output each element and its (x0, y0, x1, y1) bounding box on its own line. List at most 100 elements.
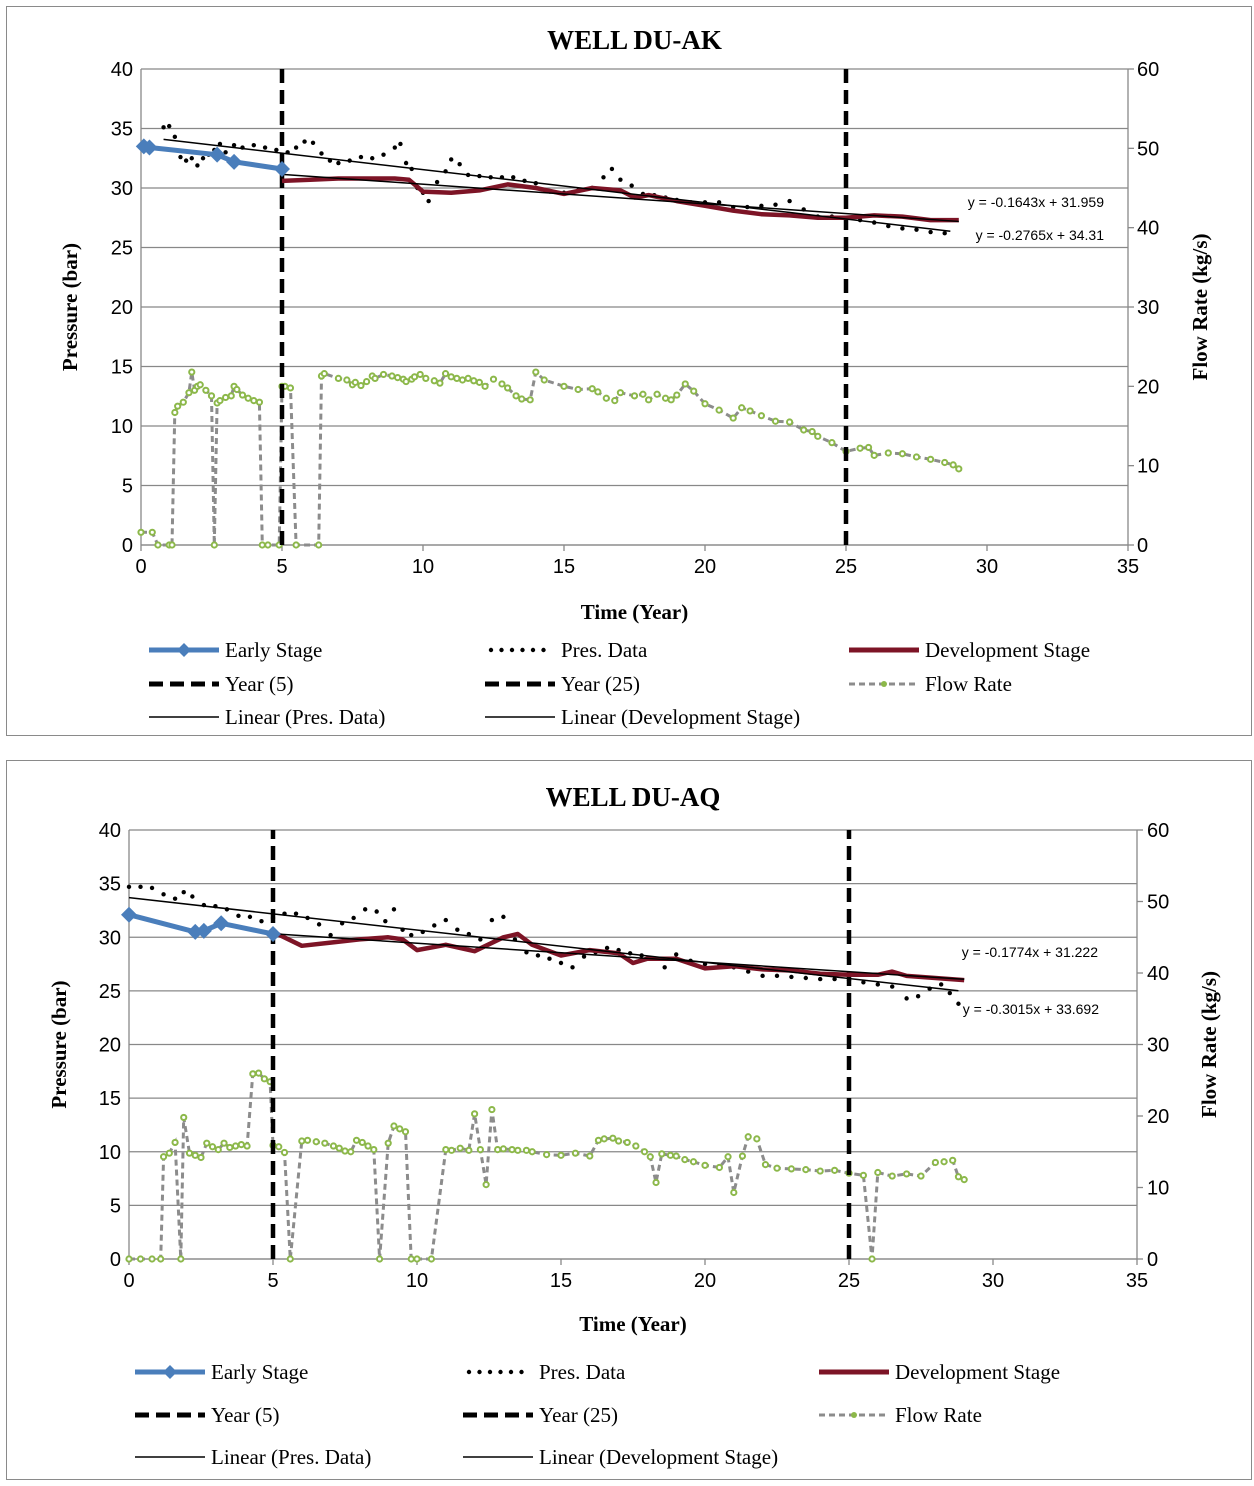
flow-rate-point (724, 1153, 732, 1161)
y-tick-label: 0 (122, 535, 133, 557)
pres-data-point (928, 229, 933, 235)
pres-data-point (818, 976, 823, 982)
flow-rate-point (447, 373, 455, 381)
y-tick-label: 20 (99, 1035, 121, 1057)
legend-key-early-stage (135, 1365, 205, 1379)
flow-rate-point (522, 1146, 531, 1154)
flow-rate-point (171, 1138, 179, 1147)
legend-label: Development Stage (925, 638, 1090, 662)
pres-data-point (449, 157, 454, 162)
flow-rate-point (499, 1145, 507, 1153)
flow-rate-point (949, 1156, 957, 1164)
chart-panel-du-aq: WELL DU-AQ 0 5 10 15 20 25 30 35 40 0 10 20 30 40 50 60 0… (6, 760, 1252, 1480)
legend-marker (881, 681, 887, 687)
pres-data-point (662, 965, 667, 970)
trendline-development-stage (272, 932, 965, 981)
y-tick-label: 10 (111, 416, 133, 438)
y2-axis-label: Flow Rate (kg/s) (1197, 971, 1221, 1118)
pres-data-point (236, 913, 241, 918)
legend-label: Year (5) (225, 672, 293, 696)
pres-data-point (803, 975, 808, 981)
y2-tick-label: 50 (1137, 138, 1159, 160)
flow-rate-point (384, 1139, 392, 1147)
pres-data-point (581, 954, 587, 959)
flow-rate-point (436, 379, 444, 387)
flow-rate-point (370, 1146, 378, 1154)
pres-data-point (426, 198, 431, 204)
pres-data-point (391, 907, 397, 912)
flow-rate-point (227, 392, 235, 400)
pres-data-point (262, 145, 268, 150)
pres-data-point (270, 915, 276, 921)
early-stage-point (213, 915, 230, 932)
flow-rate-point (208, 1143, 217, 1151)
flow-rate-point (681, 380, 689, 388)
flow-rate-point (351, 378, 359, 386)
legend-label: Early Stage (225, 638, 322, 662)
y-tick-label: 35 (99, 874, 121, 896)
pres-data-point (409, 932, 414, 938)
series-pres-data (126, 884, 961, 1006)
y-tick-label: 40 (99, 820, 121, 842)
flow-rate-point (508, 1146, 516, 1154)
pres-data-point (161, 892, 166, 897)
flow-rate-point (343, 376, 351, 384)
flow-rate-point (744, 1133, 752, 1141)
legend-label: Development Stage (895, 1360, 1060, 1384)
trendline-equation: y = -0.3015x + 33.692 (963, 1001, 1099, 1017)
flow-rate-point (243, 1142, 251, 1150)
flow-rate-point (165, 1149, 173, 1157)
pres-data-point (604, 945, 610, 951)
flow-rate-point (526, 396, 534, 404)
pres-data-point (478, 937, 483, 942)
flow-rate-point (661, 394, 670, 402)
flow-rate-point (954, 1173, 963, 1181)
flow-rate-point (407, 1255, 415, 1263)
flow-rate-point (868, 1255, 876, 1263)
flow-rate-point (949, 461, 957, 469)
x-tick-label: 10 (412, 556, 434, 578)
gridlines (141, 68, 1128, 546)
flow-rate-point (814, 432, 822, 440)
x-tick-label: 5 (267, 1270, 278, 1292)
flow-rate-point (673, 391, 681, 399)
x-tick-label: 25 (838, 1270, 860, 1292)
flow-rate-point (738, 404, 746, 412)
flow-rate-point (321, 1139, 329, 1147)
legend-key-pres-data (466, 1369, 524, 1375)
pres-data-point (351, 915, 356, 921)
flow-rate-point (220, 1139, 228, 1147)
x-tick-label: 30 (982, 1270, 1004, 1292)
legend-dot (499, 647, 504, 653)
flow-rate-point (185, 1149, 194, 1157)
flow-rate-point (560, 382, 568, 390)
flow-rate-point (594, 388, 602, 396)
y2-tick-label: 40 (1137, 218, 1159, 240)
pres-data-point (392, 145, 397, 150)
trendline-pres-data (163, 138, 951, 232)
pres-data-point (789, 974, 794, 980)
pres-data-point (172, 134, 178, 140)
flow-rate-point (137, 528, 145, 536)
flow-rate-point (352, 1136, 361, 1144)
flow-rate-point (250, 397, 258, 405)
pres-data-point (609, 166, 615, 172)
y2-tick-label: 30 (1137, 297, 1159, 319)
legend-item: Development Stage (849, 638, 1090, 662)
flow-rate-point (358, 1138, 366, 1147)
legend-key-pres-data (488, 647, 546, 653)
flow-rate-point (216, 397, 224, 405)
pres-data-point (947, 990, 952, 996)
flow-rate-point (715, 406, 723, 414)
legend-item: Early Stage (149, 638, 322, 662)
flow-rate-point (427, 1255, 435, 1263)
pres-data-point (370, 156, 375, 161)
x-tick-label: 35 (1126, 1270, 1148, 1292)
flow-rate-point (185, 389, 193, 397)
flow-rate-point (177, 1255, 185, 1263)
early-stage-point (226, 153, 243, 170)
legend-label: Year (25) (561, 672, 640, 696)
flow-rate-point (588, 385, 596, 393)
legend-item: Pres. Data (466, 1360, 626, 1384)
flow-rate-point (571, 1149, 580, 1157)
